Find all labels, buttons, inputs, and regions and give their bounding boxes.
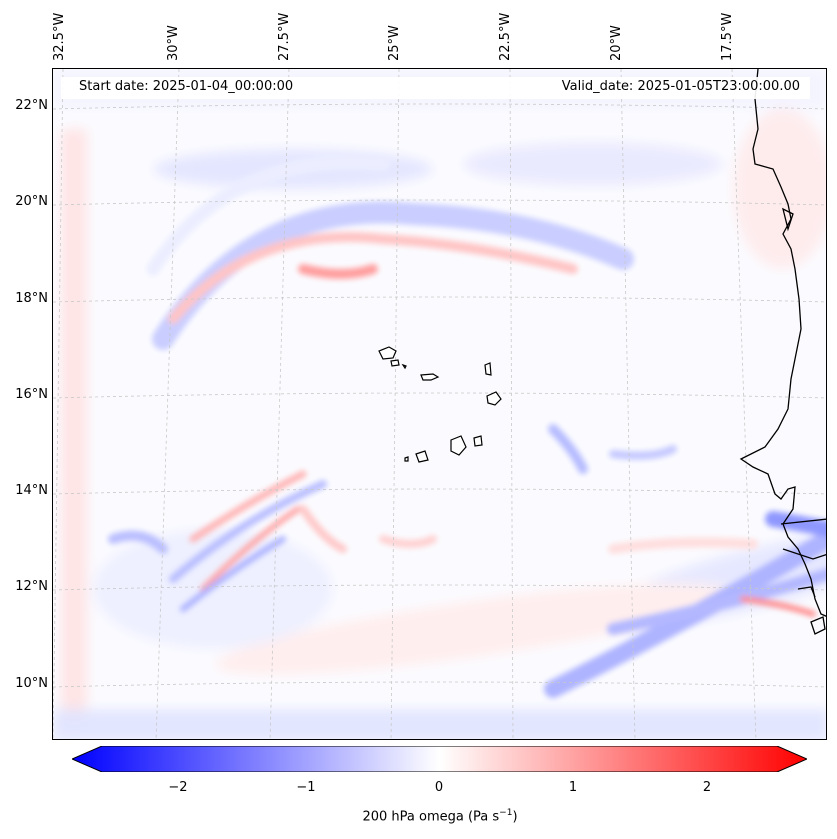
lon-label-17-5w: 17.5°W	[720, 12, 735, 61]
african-coastline	[739, 69, 826, 635]
valid-date-label: Valid_date: 2025-01-05T23:00:00.00	[561, 79, 800, 94]
colorbar-tick-neg1: −1	[296, 780, 316, 795]
lat-label-18n: 18°N	[15, 291, 48, 306]
lon-label-32-5w: 32.5°W	[52, 12, 67, 61]
start-date-label: Start date: 2025-01-04_00:00:00	[79, 79, 294, 94]
cape-verde-islands	[378, 346, 502, 463]
lon-label-27-5w: 27.5°W	[277, 12, 292, 61]
lat-label-12n: 12°N	[15, 579, 48, 594]
lon-label-22-5w: 22.5°W	[498, 12, 513, 61]
arc-features	[108, 155, 826, 698]
lon-label-20w: 20°W	[609, 25, 624, 61]
gridlines	[53, 69, 826, 739]
lon-label-30w: 30°W	[166, 25, 181, 61]
map-panel[interactable]: Start date: 2025-01-04_00:00:00 Valid_da…	[52, 68, 827, 740]
header-band	[61, 77, 810, 99]
colorbar-tick-neg2: −2	[168, 780, 188, 795]
lat-label-20n: 20°N	[15, 194, 48, 209]
omega-field	[53, 69, 826, 739]
lat-label-14n: 14°N	[15, 483, 48, 498]
colorbar-label: 200 hPa omega (Pa s−1)	[362, 808, 518, 825]
colorbar-tick-2: 2	[702, 780, 712, 795]
lat-label-16n: 16°N	[15, 387, 48, 402]
lat-label-22n: 22°N	[15, 98, 48, 113]
lon-label-25w: 25°W	[387, 25, 402, 61]
lat-label-10n: 10°N	[15, 676, 48, 691]
colorbar	[72, 746, 807, 772]
background-patches	[53, 69, 826, 739]
colorbar-tick-1: 1	[568, 780, 578, 795]
colorbar-tick-0: 0	[434, 780, 444, 795]
